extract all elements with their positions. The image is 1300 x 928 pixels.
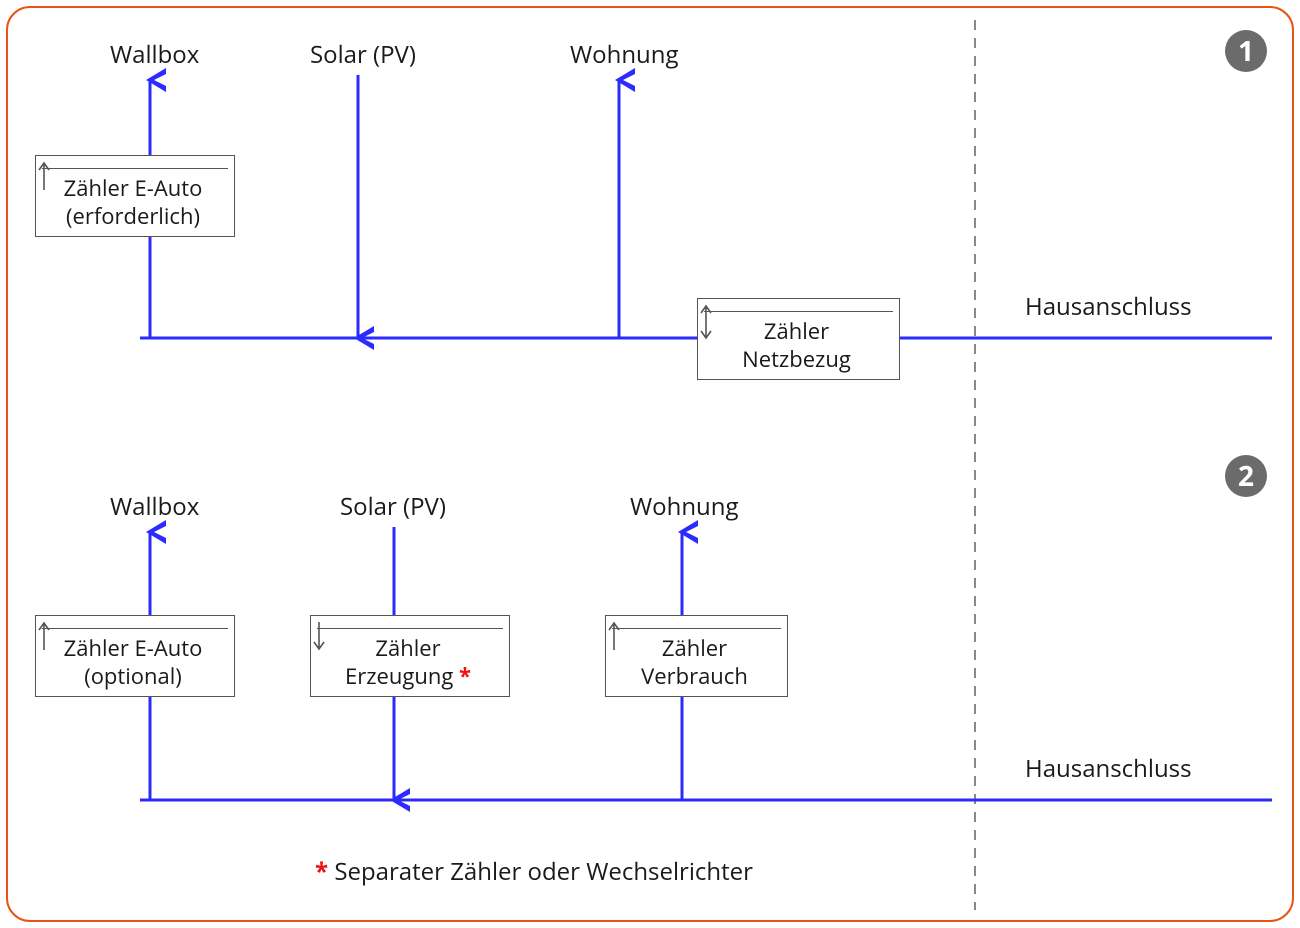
label-wohnung-2: Wohnung — [630, 490, 739, 523]
label-wohnung-1: Wohnung — [570, 38, 679, 71]
section-badge-1: 1 — [1225, 30, 1267, 72]
meter-eauto-2: Zähler E-Auto(optional) — [35, 615, 235, 697]
label-wallbox-1: Wallbox — [110, 38, 199, 71]
label-haus-1: Hausanschluss — [1025, 290, 1192, 323]
label-solar-1: Solar (PV) — [310, 38, 416, 71]
label-solar-2: Solar (PV) — [340, 490, 446, 523]
section-badge-2: 2 — [1225, 455, 1267, 497]
meter-eauto-1: Zähler E-Auto(erforderlich) — [35, 155, 235, 237]
meter-netz: ZählerNetzbezug — [697, 298, 900, 380]
diagram-lines — [0, 0, 1300, 928]
meter-erzeugung: ZählerErzeugung * — [310, 615, 510, 697]
footnote: * Separater Zähler oder Wechselrichter — [315, 855, 753, 888]
label-wallbox-2: Wallbox — [110, 490, 199, 523]
asterisk-icon: * — [315, 855, 328, 888]
label-haus-2: Hausanschluss — [1025, 752, 1192, 785]
meter-verbrauch: ZählerVerbrauch — [605, 615, 788, 697]
